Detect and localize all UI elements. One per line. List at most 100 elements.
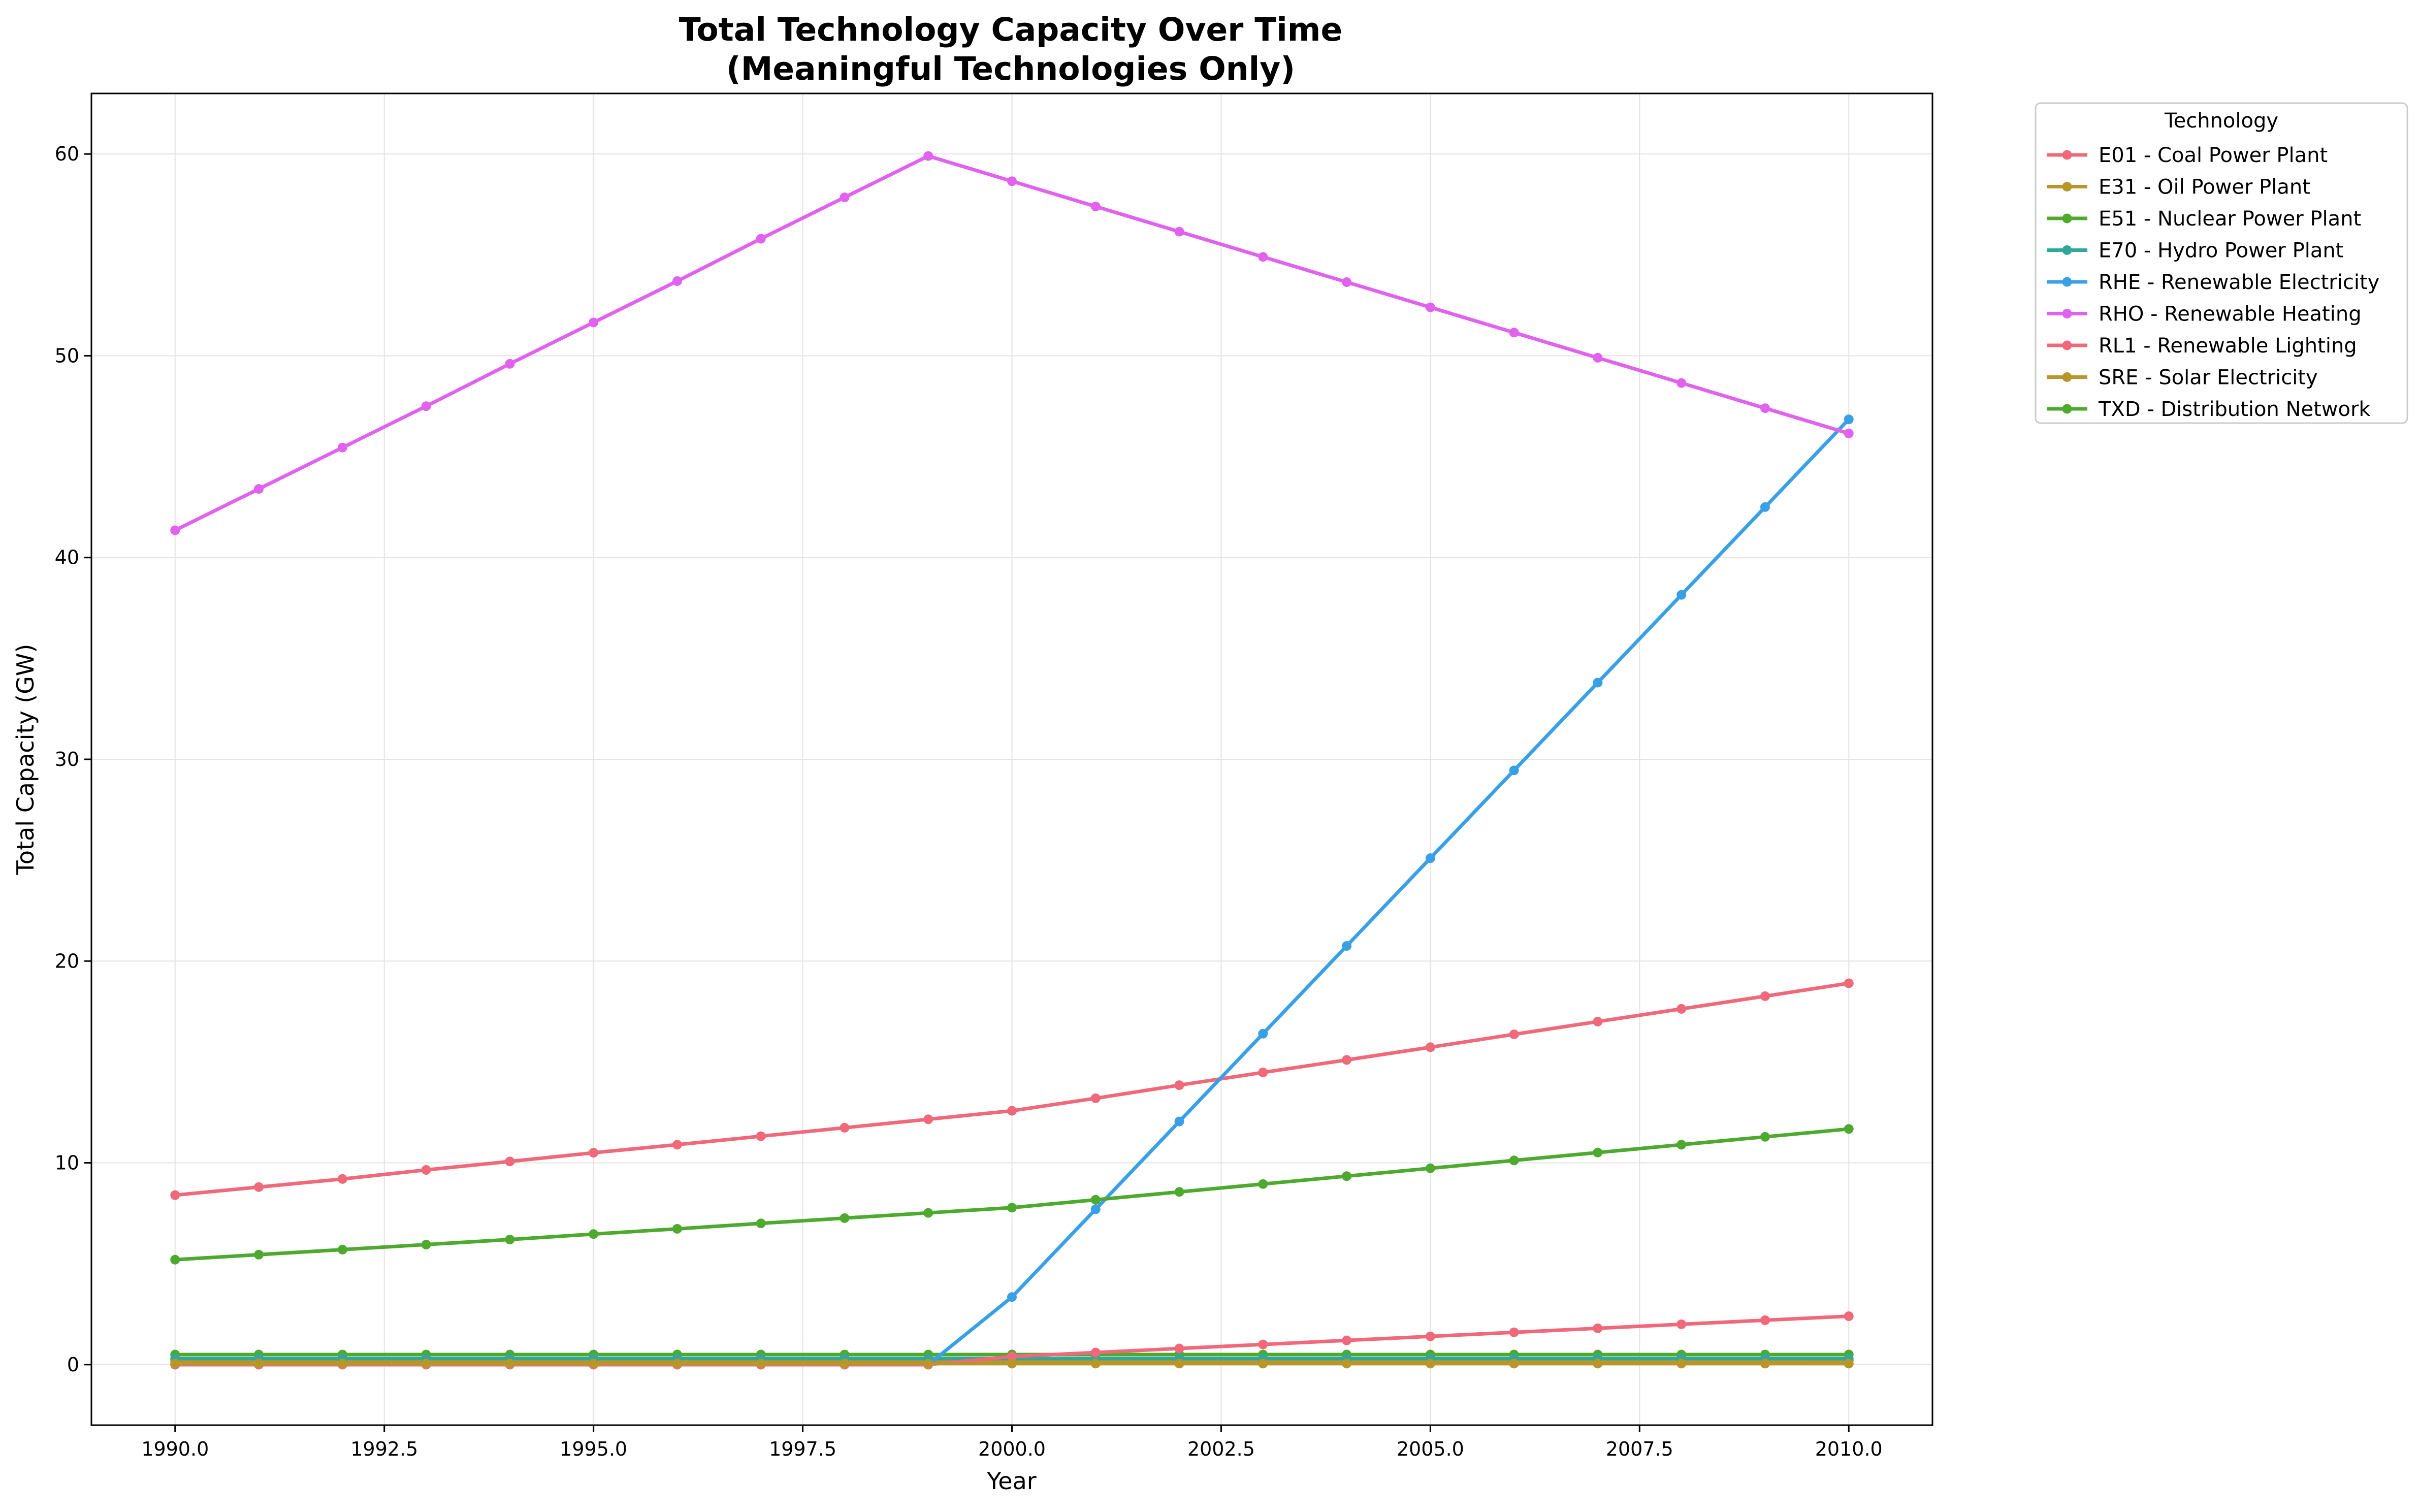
data-point: [756, 1218, 766, 1229]
data-point: [1509, 765, 1519, 776]
data-point: [840, 1213, 850, 1223]
data-point: [1007, 1292, 1017, 1302]
y-tick-label: 30: [55, 748, 79, 770]
data-point: [1258, 1359, 1268, 1369]
legend-entry: TXD - Distribution Network: [2047, 398, 2371, 421]
legend-title: Technology: [2164, 109, 2278, 133]
data-point: [1258, 252, 1268, 262]
legend-label: E51 - Nuclear Power Plant: [2099, 207, 2361, 231]
data-point: [1342, 277, 1352, 287]
legend-entry: RL1 - Renewable Lighting: [2047, 334, 2357, 358]
data-point: [756, 234, 766, 244]
data-point: [672, 1359, 682, 1369]
data-point: [1258, 1179, 1268, 1189]
data-point: [1676, 1359, 1687, 1369]
data-point: [1425, 1331, 1435, 1341]
legend: Technology E01 - Coal Power Plant E31 - O…: [2035, 102, 2408, 424]
data-point: [1844, 978, 1854, 988]
data-point: [589, 1229, 599, 1239]
data-point: [1760, 991, 1770, 1001]
data-point: [923, 151, 933, 161]
data-point: [1007, 1203, 1017, 1213]
chart-title: Total Technology Capacity Over Time (Mea…: [679, 11, 1342, 87]
data-point: [1342, 1335, 1352, 1345]
data-point: [1593, 1016, 1603, 1026]
x-axis-label: Year: [986, 1467, 1036, 1495]
data-point: [840, 192, 850, 203]
data-point: [1760, 403, 1770, 413]
data-point: [1007, 176, 1017, 186]
data-point: [1174, 1343, 1184, 1354]
data-point: [1676, 1319, 1687, 1329]
legend-frame: [2035, 102, 2408, 424]
data-point: [1090, 1347, 1101, 1358]
y-axis-label: Total Capacity (GW): [12, 644, 39, 876]
legend-swatch-marker: [2062, 277, 2072, 287]
data-point: [421, 1359, 431, 1369]
legend-swatch-marker: [2062, 213, 2072, 223]
chart-title-line-2: (Meaningful Technologies Only): [726, 50, 1295, 87]
data-point: [1342, 1171, 1352, 1181]
data-point: [337, 442, 347, 453]
data-point: [1258, 1028, 1268, 1039]
data-point: [923, 1359, 933, 1369]
data-point: [1174, 1359, 1184, 1369]
legend-swatch-marker: [2062, 404, 2072, 414]
legend-entry: E01 - Coal Power Plant: [2047, 144, 2328, 167]
y-tick-label: 40: [55, 546, 79, 569]
data-point: [337, 1174, 347, 1184]
data-point: [1844, 1359, 1854, 1369]
data-point: [1007, 1106, 1017, 1116]
x-tick-label: 2000.0: [978, 1438, 1046, 1460]
legend-label: RHE - Renewable Electricity: [2099, 271, 2379, 294]
data-point: [1425, 1163, 1435, 1173]
data-point: [337, 1359, 347, 1369]
data-point: [1676, 378, 1687, 388]
data-point: [589, 1148, 599, 1158]
y-tick-label: 0: [67, 1354, 79, 1376]
data-point: [1174, 1116, 1184, 1127]
data-point: [254, 1249, 264, 1260]
series-5: [170, 151, 1854, 535]
data-point: [1258, 1339, 1268, 1349]
data-point: [1007, 1352, 1017, 1362]
data-point: [1090, 1204, 1101, 1214]
data-point: [254, 1182, 264, 1192]
data-point: [421, 1239, 431, 1249]
data-point: [1174, 227, 1184, 237]
legend-swatch-marker: [2062, 340, 2072, 350]
legend-swatch-marker: [2062, 372, 2072, 382]
data-point: [1090, 1359, 1101, 1369]
legend-label: RHO - Renewable Heating: [2099, 303, 2362, 326]
legend-entry: E51 - Nuclear Power Plant: [2047, 207, 2361, 231]
data-point: [505, 359, 515, 369]
chart-title-line-1: Total Technology Capacity Over Time: [679, 11, 1342, 48]
data-point: [1844, 1311, 1854, 1321]
data-point: [923, 1208, 933, 1218]
legend-label: E01 - Coal Power Plant: [2099, 144, 2328, 167]
data-point: [1258, 1068, 1268, 1078]
data-point: [589, 317, 599, 328]
data-point: [1425, 853, 1435, 863]
data-point: [170, 525, 180, 535]
x-tick-label: 1997.5: [769, 1438, 836, 1460]
data-point: [337, 1244, 347, 1254]
data-point: [1090, 1195, 1101, 1205]
legend-swatch-marker: [2062, 150, 2072, 160]
data-point: [1425, 1359, 1435, 1369]
data-point: [1760, 1315, 1770, 1325]
data-point: [421, 1165, 431, 1175]
data-point: [1342, 941, 1352, 951]
data-point: [1007, 1359, 1017, 1369]
x-axis-ticks: 1990.0 1992.5 1995.0 1997.5 2000.0 2002.5 2005…: [141, 1425, 1883, 1460]
data-point: [756, 1131, 766, 1141]
y-tick-label: 50: [55, 344, 79, 367]
legend-swatch-marker: [2062, 182, 2072, 191]
y-axis-ticks: 0 10 20 30 40 50 60: [55, 143, 91, 1376]
y-tick-label: 20: [55, 950, 79, 972]
x-tick-label: 2005.0: [1397, 1438, 1464, 1460]
y-tick-label: 10: [55, 1152, 79, 1174]
data-point: [1844, 414, 1854, 425]
